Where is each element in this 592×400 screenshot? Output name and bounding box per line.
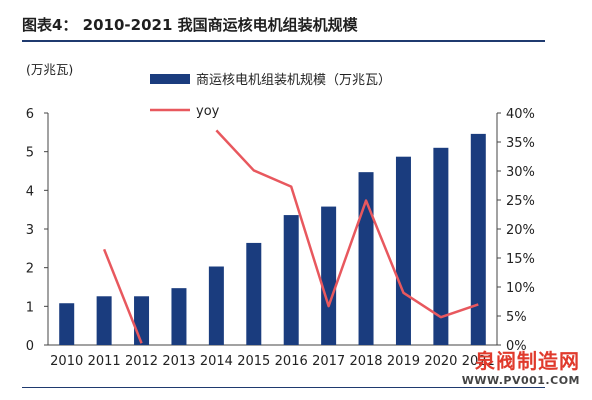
x-tick-label: 2014	[200, 354, 233, 369]
watermark-logo: 泉阀制造网	[475, 349, 580, 373]
legend-bar-swatch	[150, 74, 190, 84]
legend-bar-label: 商运核电机组装机规模（万兆瓦）	[196, 73, 391, 88]
y2-tick-label: 10%	[506, 281, 535, 296]
x-tick-label: 2013	[162, 354, 195, 369]
y2-tick-label: 30%	[506, 165, 535, 180]
x-tick-label: 2010	[50, 354, 83, 369]
y2-tick-label: 0%	[506, 339, 527, 354]
y2-tick-label: 35%	[506, 136, 535, 151]
x-tick-label: 2015	[237, 354, 270, 369]
y2-tick-label: 5%	[506, 310, 527, 325]
bar	[59, 303, 75, 345]
bar	[321, 206, 337, 345]
y-unit-label: (万兆瓦)	[26, 62, 73, 77]
y-tick-label: 3	[26, 223, 34, 238]
y2-tick-label: 40%	[506, 107, 535, 122]
x-tick-label: 2016	[275, 354, 308, 369]
x-tick-label: 2011	[88, 354, 121, 369]
x-tick-label: 2020	[424, 354, 457, 369]
x-tick-label: 2021	[462, 354, 495, 369]
bar	[470, 133, 486, 345]
y-tick-label: 6	[26, 107, 34, 122]
y-tick-label: 0	[26, 339, 34, 354]
bar	[246, 242, 262, 345]
bar	[395, 156, 411, 345]
y2-tick-label: 15%	[506, 252, 535, 267]
legend-line-label: yoy	[196, 104, 220, 119]
x-tick-label: 2017	[312, 354, 345, 369]
x-tick-label: 2012	[125, 354, 158, 369]
y-tick-label: 2	[26, 262, 34, 277]
y2-tick-label: 20%	[506, 223, 535, 238]
bar	[171, 288, 187, 345]
title-rule	[22, 40, 545, 42]
bar	[433, 147, 449, 345]
x-tick-label: 2018	[349, 354, 382, 369]
bar	[283, 215, 299, 345]
x-tick-label: 2019	[387, 354, 420, 369]
y-tick-label: 4	[26, 184, 34, 199]
bar	[208, 266, 224, 345]
watermark-url: WWW.PV001.COM	[461, 374, 580, 387]
bottom-rule	[22, 387, 545, 388]
bar	[96, 296, 112, 345]
y2-tick-label: 25%	[506, 194, 535, 209]
yoy-line	[215, 129, 479, 319]
bar	[358, 172, 374, 345]
y-tick-label: 5	[26, 146, 34, 161]
bar	[134, 296, 150, 345]
y-tick-label: 1	[26, 300, 34, 315]
yoy-line	[102, 248, 143, 344]
figure-title: 图表4： 2010-2021 我国商运核电机组装机规模	[22, 16, 358, 34]
watermark: 泉阀制造网 WWW.PV001.COM	[462, 345, 580, 387]
